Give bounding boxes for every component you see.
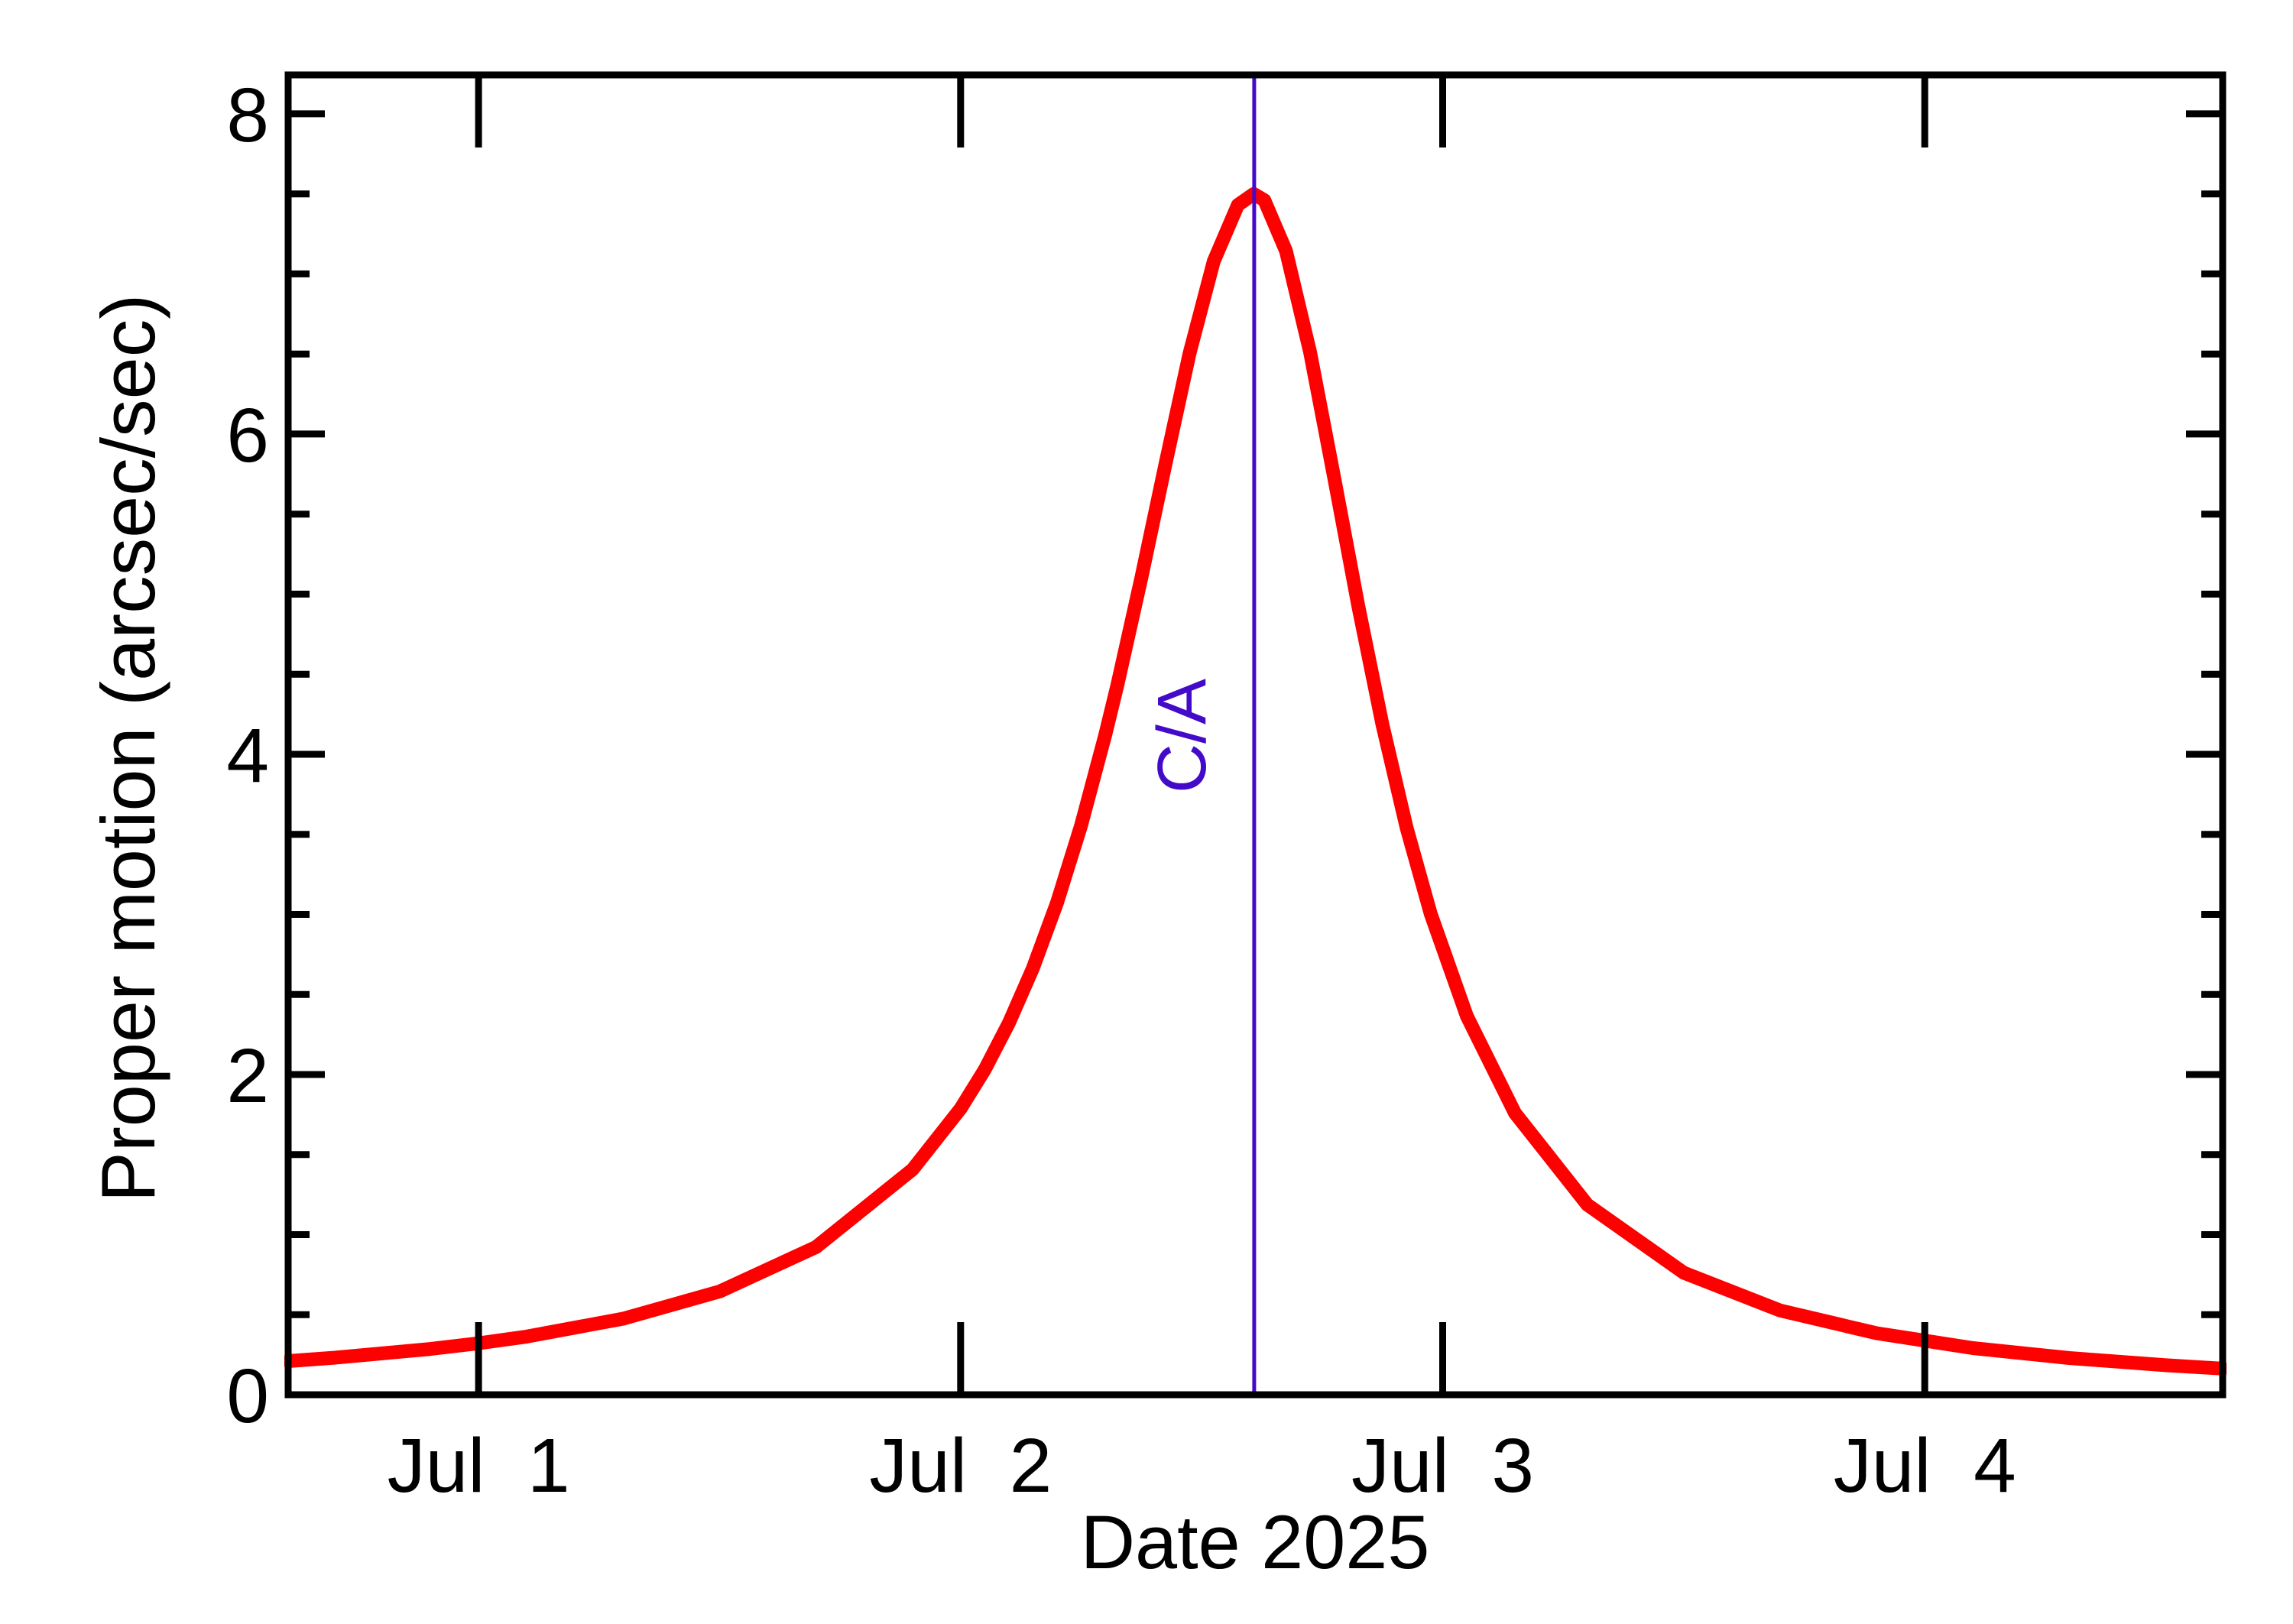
y-tick-label: 4: [226, 713, 269, 799]
y-tick-label: 0: [226, 1353, 269, 1439]
curve-layer: [284, 186, 2227, 1376]
y-axis-title: Proper motion (arcsec/sec): [86, 294, 170, 1202]
y-tick-label: 8: [226, 73, 269, 158]
y-tick-label: 6: [226, 393, 269, 478]
x-tick-label: Jul 2: [869, 1423, 1052, 1509]
x-tick-label: Jul 3: [1351, 1423, 1534, 1509]
tick-labels-layer: Jul 1 Jul 2 Jul 3 Jul 4 0 2 4 6 8: [226, 73, 2016, 1509]
x-tick-label: Jul 1: [388, 1423, 570, 1509]
y-tick-label: 2: [226, 1033, 269, 1119]
proper-motion-curve: [284, 186, 2227, 1376]
x-tick-label: Jul 4: [1834, 1423, 2016, 1509]
ticks-layer: [288, 75, 2223, 1399]
x-axis-title: Date 2025: [1081, 1499, 1430, 1584]
plot-frame: [284, 71, 2227, 1399]
closest-approach-label: C/A: [1144, 679, 1221, 793]
